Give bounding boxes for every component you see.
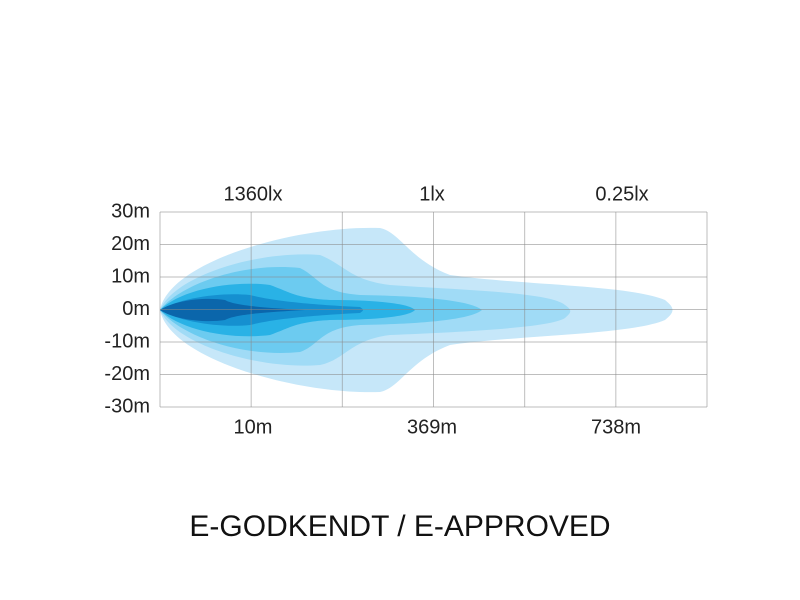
caption: E-GODKENDT / E-APPROVED: [189, 510, 610, 543]
bottom-label: 738m: [591, 416, 641, 438]
bottom-label: 10m: [234, 416, 273, 438]
y-label: 20m: [111, 233, 150, 255]
top-label: 1lx: [419, 183, 445, 205]
y-label: 30m: [111, 200, 150, 222]
labels: 30m 20m 10m 0m -10m -20m -30m 1360lx 1lx 0.25lx 10…: [104, 183, 648, 438]
bottom-label: 369m: [407, 416, 457, 438]
y-label: -10m: [104, 330, 150, 352]
y-label: -20m: [104, 363, 150, 385]
y-label: -30m: [104, 395, 150, 417]
top-label: 1360lx: [224, 183, 283, 205]
top-label: 0.25lx: [595, 183, 648, 205]
y-label: 10m: [111, 265, 150, 287]
grid: [159, 211, 708, 408]
y-label: 0m: [122, 298, 150, 320]
